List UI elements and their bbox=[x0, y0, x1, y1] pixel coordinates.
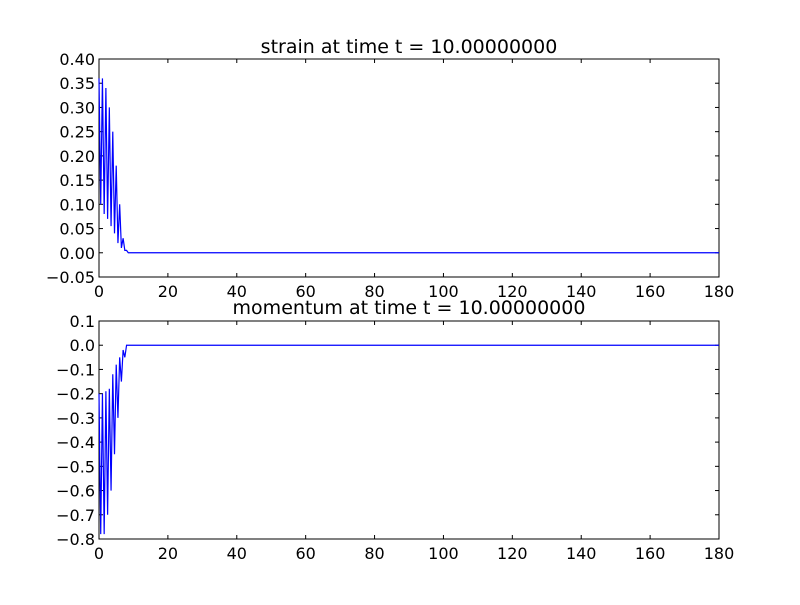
strain-ytick-label: 0.35 bbox=[59, 74, 95, 93]
momentum-xtick-label: 160 bbox=[635, 544, 666, 563]
strain-ytick-label: 0.30 bbox=[59, 98, 95, 117]
momentum-xtick-label: 120 bbox=[497, 544, 528, 563]
momentum-axes-frame bbox=[98, 320, 720, 540]
momentum-xtick-label: 140 bbox=[566, 544, 597, 563]
momentum-ytick-label: −0.6 bbox=[56, 482, 95, 501]
momentum-ytick-label: −0.7 bbox=[56, 506, 95, 525]
momentum-title: momentum at time t = 10.00000000 bbox=[233, 297, 586, 319]
strain-xtick-label: 20 bbox=[158, 282, 178, 301]
strain-ytick-label: 0.10 bbox=[59, 195, 95, 214]
strain-ytick-label: 0.15 bbox=[59, 171, 95, 190]
momentum-ytick-label: 0.1 bbox=[70, 312, 95, 331]
momentum-ytick-label: −0.5 bbox=[56, 457, 95, 476]
strain-xtick-label: 160 bbox=[635, 282, 666, 301]
strain-ytick-label: 0.25 bbox=[59, 123, 95, 142]
strain-title: strain at time t = 10.00000000 bbox=[261, 36, 558, 58]
momentum-subplot: momentum at time t = 10.00000000 0 20 40 60… bbox=[56, 297, 734, 563]
momentum-xtick-label: 40 bbox=[227, 544, 247, 563]
strain-ytick-label: 0.40 bbox=[59, 50, 95, 69]
momentum-xtick-label: 180 bbox=[704, 544, 735, 563]
momentum-ytick-label: 0.0 bbox=[70, 336, 95, 355]
momentum-ticks: 0 20 40 60 80 100 120 140 160 180 −0.8 −0.7 −0.6 −0.5… bbox=[56, 312, 734, 563]
strain-ytick-label: 0.00 bbox=[59, 244, 95, 263]
strain-plot-area bbox=[98, 78, 719, 254]
momentum-series-line bbox=[98, 344, 719, 535]
strain-axes-frame bbox=[98, 58, 720, 278]
strain-xtick-label: 140 bbox=[566, 282, 597, 301]
strain-xtick-label: 100 bbox=[428, 282, 459, 301]
momentum-xtick-label: 20 bbox=[158, 544, 178, 563]
momentum-plot-area bbox=[98, 344, 719, 535]
strain-xtick-label: 80 bbox=[364, 282, 384, 301]
momentum-xtick-label: 60 bbox=[295, 544, 315, 563]
strain-ytick-label: 0.05 bbox=[59, 220, 95, 239]
strain-series-line bbox=[98, 78, 719, 254]
strain-xtick-label: 60 bbox=[295, 282, 315, 301]
momentum-ytick-label: −0.4 bbox=[56, 433, 95, 452]
momentum-xtick-label: 0 bbox=[94, 544, 104, 563]
strain-xtick-label: 180 bbox=[704, 282, 735, 301]
momentum-ytick-label: −0.8 bbox=[56, 530, 95, 549]
strain-ticks: 0 20 40 60 80 100 120 140 160 180 −0.05 0.00 0.05 0.1… bbox=[46, 50, 734, 301]
momentum-ytick-label: −0.1 bbox=[56, 360, 95, 379]
strain-xtick-label: 120 bbox=[497, 282, 528, 301]
strain-xtick-label: 0 bbox=[94, 282, 104, 301]
momentum-ytick-label: −0.2 bbox=[56, 385, 95, 404]
momentum-ytick-label: −0.3 bbox=[56, 409, 95, 428]
strain-ytick-label: 0.20 bbox=[59, 147, 95, 166]
momentum-xtick-label: 80 bbox=[364, 544, 384, 563]
strain-subplot: strain at time t = 10.00000000 0 20 40 60 80… bbox=[46, 36, 734, 301]
strain-ytick-label: −0.05 bbox=[46, 268, 95, 287]
momentum-xtick-label: 100 bbox=[428, 544, 459, 563]
strain-xtick-label: 40 bbox=[227, 282, 247, 301]
